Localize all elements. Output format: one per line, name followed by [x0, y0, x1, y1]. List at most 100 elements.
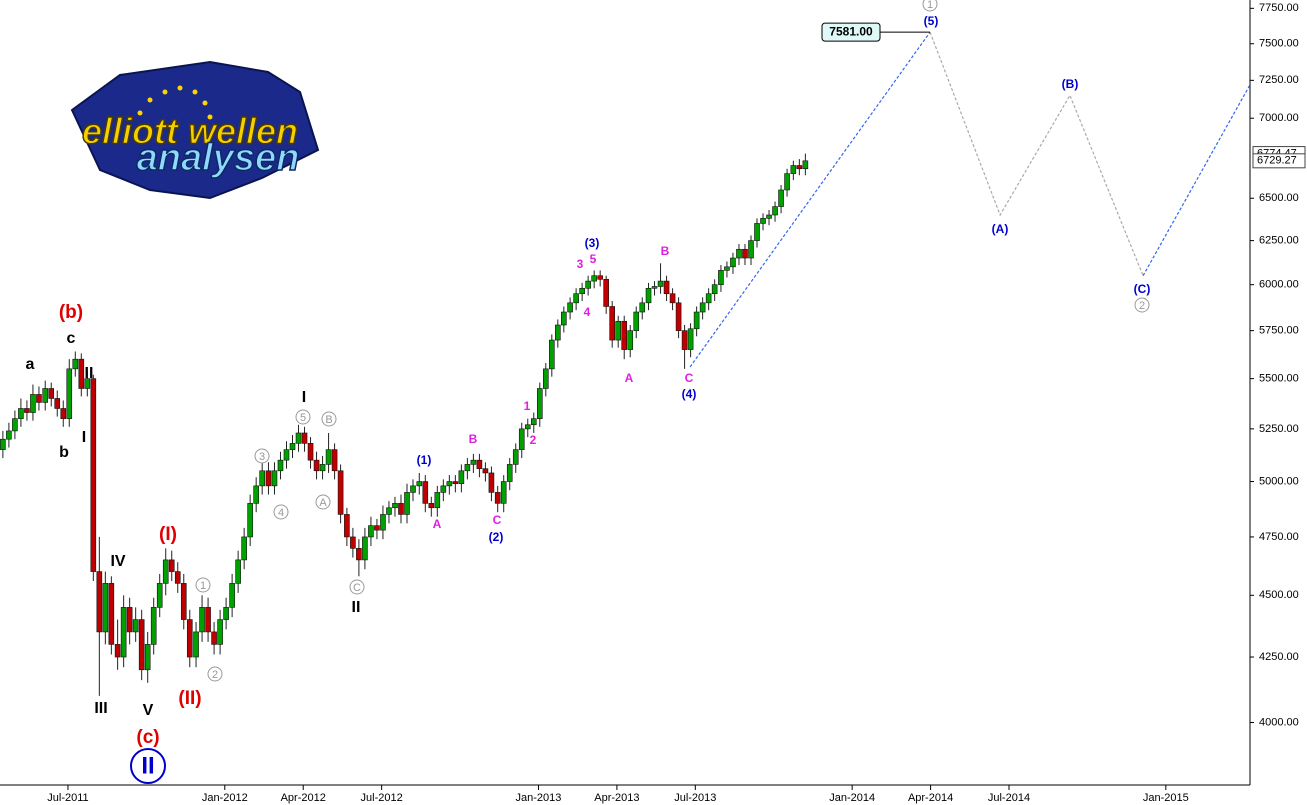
- candle-body: [518, 428, 525, 450]
- candle-body: [331, 449, 338, 472]
- candle-body: [374, 525, 380, 531]
- x-tick-label: Apr-2013: [594, 792, 639, 804]
- candle-body: [211, 631, 217, 645]
- candle-body: [108, 583, 115, 645]
- candle-body: [229, 583, 235, 608]
- candle-body: [368, 525, 374, 538]
- logo-flag: [70, 60, 320, 200]
- wave-label: (II): [178, 688, 201, 709]
- candle-body: [114, 644, 121, 658]
- candle-body: [464, 464, 471, 472]
- candle-body: [313, 459, 320, 472]
- candle-body: [205, 607, 211, 633]
- candle-body: [337, 470, 344, 515]
- projection-line: [689, 31, 931, 368]
- candle-body: [168, 559, 175, 572]
- wave-circle: [207, 666, 223, 682]
- candle-body: [78, 358, 85, 389]
- y-tick-label: 6250.00: [1259, 235, 1299, 247]
- y-tick-label: 7250.00: [1259, 74, 1299, 86]
- candle-body: [350, 536, 356, 549]
- candle-body: [446, 481, 453, 487]
- wave-circle: [295, 409, 311, 425]
- candle-body: [796, 165, 803, 170]
- y-tick-label: 4750.00: [1259, 531, 1299, 543]
- target-box: [821, 22, 881, 42]
- candle-body: [180, 583, 187, 620]
- candle-body: [512, 449, 519, 465]
- logo-line2: analysen: [137, 137, 300, 179]
- candle-body: [307, 443, 314, 461]
- wave-label: A: [625, 371, 634, 385]
- candle-body: [416, 481, 423, 487]
- candle-body: [669, 293, 676, 304]
- candle-body: [96, 571, 103, 633]
- wave-label: 5: [590, 252, 597, 266]
- candle-body: [150, 607, 157, 645]
- wave-label: (A): [992, 222, 1009, 236]
- logo-stars: [137, 85, 213, 120]
- candles: [0, 153, 809, 696]
- wave-label: V: [143, 702, 154, 719]
- wave-label: 1: [200, 580, 206, 592]
- wave-label: I: [302, 389, 306, 406]
- y-tick-label: 4000.00: [1259, 716, 1299, 728]
- wave-label: (4): [682, 387, 697, 401]
- wave-label: C: [685, 371, 694, 385]
- y-tick-label: 7750.00: [1259, 2, 1299, 14]
- candle-body: [428, 503, 435, 509]
- wave-label: B: [661, 244, 670, 258]
- candle-body: [452, 481, 459, 485]
- price-label: 6729.27: [1257, 155, 1297, 167]
- candle-body: [506, 464, 513, 482]
- wave-label: 2: [1139, 300, 1145, 312]
- candle-body: [639, 302, 646, 313]
- candle-body: [422, 481, 429, 504]
- candle-body: [530, 418, 537, 426]
- candle-body: [675, 302, 682, 331]
- y-tick-label: 7000.00: [1259, 112, 1299, 124]
- y-tick-label: 6500.00: [1259, 192, 1299, 204]
- wave-label: 2: [212, 669, 218, 681]
- candle-body: [718, 270, 724, 285]
- candle-body: [742, 248, 748, 259]
- candle-body: [156, 583, 163, 608]
- wave-label: II: [85, 365, 94, 382]
- wave-label: (1): [417, 453, 432, 467]
- candle-body: [730, 257, 736, 268]
- candle-body: [265, 470, 272, 487]
- candle-body: [790, 165, 797, 174]
- candle-body: [362, 536, 368, 561]
- wave-label: (5): [924, 14, 939, 28]
- candle-body: [494, 492, 501, 504]
- candle-body: [500, 481, 507, 504]
- candle-body: [772, 206, 778, 216]
- candle-body: [561, 311, 567, 326]
- candle-body: [60, 408, 67, 419]
- y-tick-label: 4500.00: [1259, 589, 1299, 601]
- candle-body: [102, 583, 109, 633]
- candle-body: [356, 548, 362, 561]
- wave-label: 3: [259, 451, 265, 463]
- candle-body: [344, 514, 350, 538]
- candle-body: [627, 330, 634, 350]
- projection-line: [929, 31, 1144, 276]
- wave-label: c: [67, 330, 76, 347]
- x-tick-label: Jan-2012: [202, 792, 248, 804]
- wave-circle: [195, 577, 211, 593]
- wave-label: (c): [136, 727, 159, 748]
- x-tick-label: Apr-2012: [281, 792, 326, 804]
- candle-body: [277, 459, 284, 472]
- candle-body: [542, 368, 549, 389]
- candle-body: [253, 485, 259, 504]
- candle-body: [651, 286, 658, 289]
- candle-body: [18, 408, 24, 419]
- x-tick-label: Apr-2014: [908, 792, 953, 804]
- wave-label: 5: [300, 412, 306, 424]
- candle-body: [802, 160, 809, 170]
- wave-label: A: [319, 497, 327, 509]
- candle-body: [754, 223, 760, 241]
- candle-body: [247, 503, 253, 538]
- candle-body: [645, 287, 652, 304]
- candle-body: [0, 438, 6, 450]
